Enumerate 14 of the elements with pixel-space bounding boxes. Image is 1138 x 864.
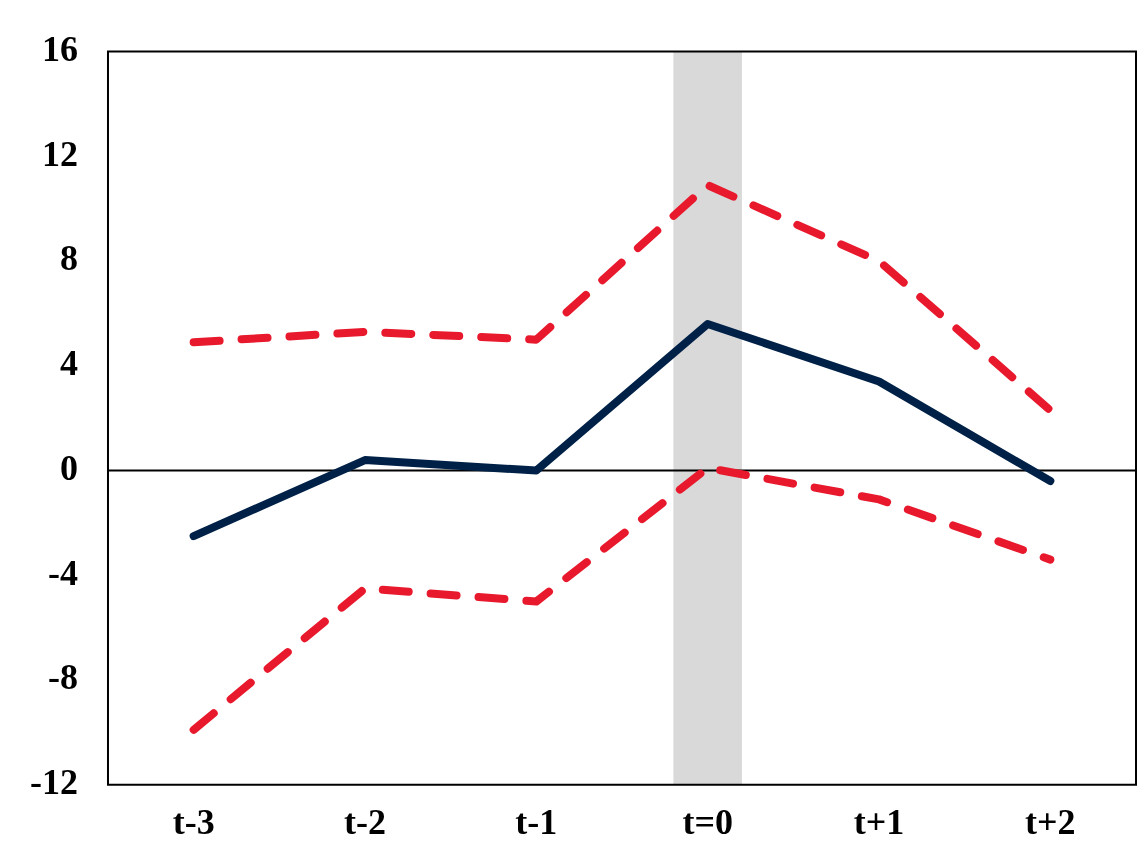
x-tick-label: t+1 [853, 801, 905, 842]
x-tick-label: t-1 [515, 801, 558, 842]
x-tick-label: t-3 [172, 801, 215, 842]
x-tick-label: t=0 [682, 801, 733, 842]
x-tick-label: t+2 [1025, 801, 1076, 842]
y-tick-label: 12 [41, 133, 78, 174]
y-tick-label: -4 [47, 552, 78, 593]
y-tick-label: 0 [59, 447, 78, 488]
y-tick-label: 8 [59, 238, 78, 279]
y-tick-label: 4 [59, 343, 78, 384]
y-tick-label: -12 [29, 762, 78, 803]
y-tick-label: -8 [47, 657, 78, 698]
y-tick-label: 16 [41, 28, 78, 69]
x-tick-label: t-2 [344, 801, 386, 842]
